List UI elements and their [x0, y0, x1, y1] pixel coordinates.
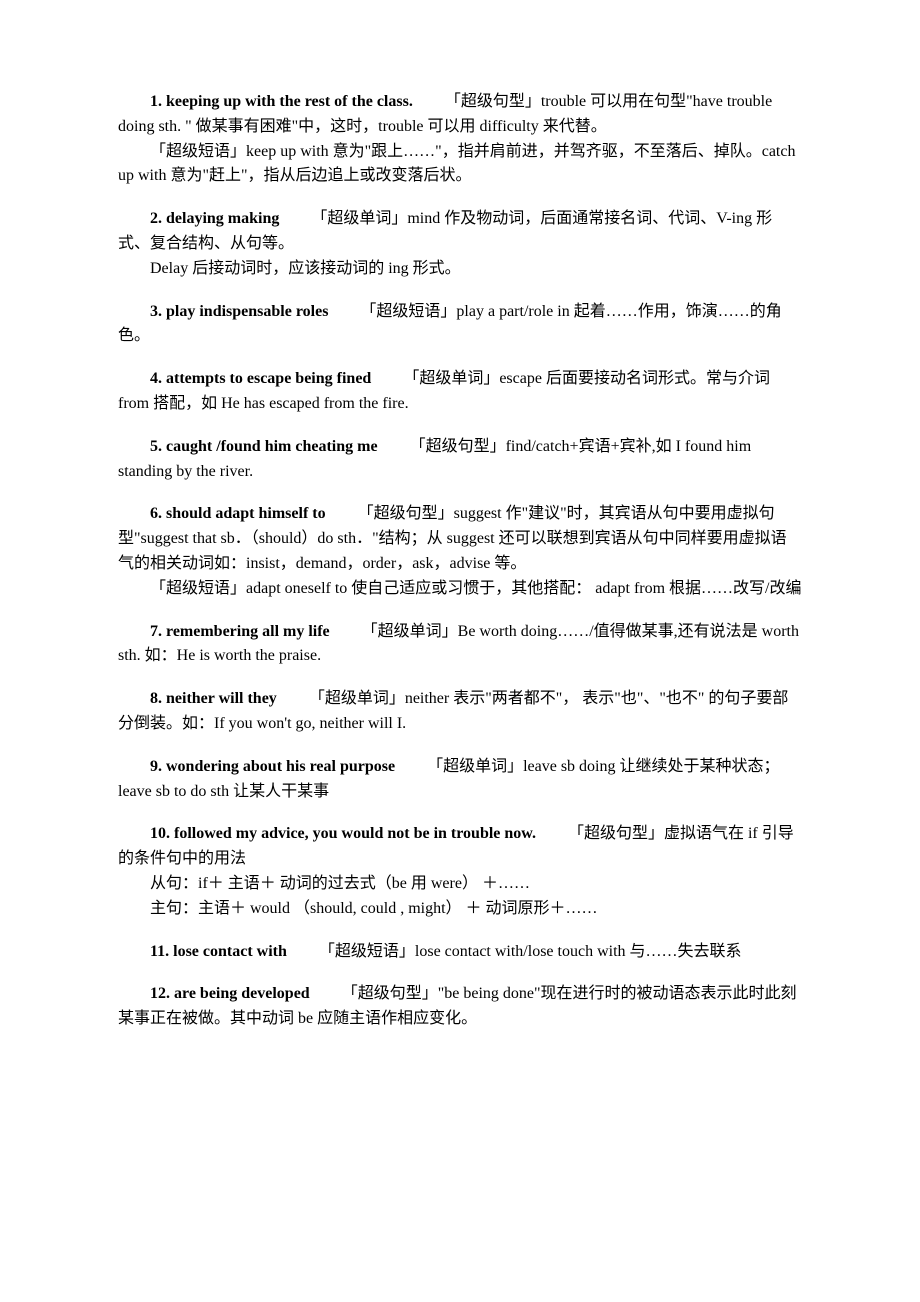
entry-number: 5.: [150, 438, 162, 455]
entry-answer: followed my advice, you would not be in …: [170, 825, 536, 842]
entry-first-line: 1. keeping up with the rest of the class…: [118, 90, 802, 140]
entry-first-line: 5. caught /found him cheating me 「超级句型」f…: [118, 435, 802, 485]
entry-number: 8.: [150, 690, 162, 707]
entry-explanation-line: 「超级短语」adapt oneself to 使自己适应或习惯于，其他搭配： a…: [118, 577, 802, 602]
entry-answer: attempts to escape being fined: [162, 370, 371, 387]
entry-explanation-line: 「超级短语」keep up with 意为"跟上……"，指并肩前进，并驾齐驱，不…: [118, 140, 802, 190]
entry-answer: delaying making: [162, 210, 279, 227]
entry-first-line: 9. wondering about his real purpose 「超级单…: [118, 755, 802, 805]
entry-first-line: 2. delaying making 「超级单词」mind 作及物动词，后面通常…: [118, 207, 802, 257]
entry-answer: lose contact with: [169, 943, 287, 960]
entry-first-line: 7. remembering all my life 「超级单词」Be wort…: [118, 620, 802, 670]
entry-first-line: 12. are being developed 「超级句型」"be being …: [118, 982, 802, 1032]
entry-3: 3. play indispensable roles 「超级短语」play a…: [118, 300, 802, 350]
entry-first-line: 4. attempts to escape being fined 「超级单词」…: [118, 367, 802, 417]
entry-8: 8. neither will they 「超级单词」neither 表示"两者…: [118, 687, 802, 737]
entry-number: 3.: [150, 303, 162, 320]
entry-5: 5. caught /found him cheating me 「超级句型」f…: [118, 435, 802, 485]
entry-answer: are being developed: [170, 985, 310, 1002]
entry-number: 1.: [150, 93, 162, 110]
entry-11: 11. lose contact with 「超级短语」lose contact…: [118, 940, 802, 965]
entry-first-line: 3. play indispensable roles 「超级短语」play a…: [118, 300, 802, 350]
entry-4: 4. attempts to escape being fined 「超级单词」…: [118, 367, 802, 417]
entry-answer: remembering all my life: [162, 623, 330, 640]
entry-answer: should adapt himself to: [162, 505, 326, 522]
entry-7: 7. remembering all my life 「超级单词」Be wort…: [118, 620, 802, 670]
entry-number: 6.: [150, 505, 162, 522]
entry-answer: caught /found him cheating me: [162, 438, 378, 455]
entry-answer: keeping up with the rest of the class.: [162, 93, 413, 110]
entry-6: 6. should adapt himself to 「超级句型」suggest…: [118, 502, 802, 601]
document-page: 1. keeping up with the rest of the class…: [0, 0, 920, 1110]
entry-first-line: 8. neither will they 「超级单词」neither 表示"两者…: [118, 687, 802, 737]
entry-10: 10. followed my advice, you would not be…: [118, 822, 802, 921]
entry-explanation-line: 主句：主语＋ would （should, could , might） ＋ 动…: [118, 897, 802, 922]
entry-answer: neither will they: [162, 690, 277, 707]
entry-number: 2.: [150, 210, 162, 227]
entry-answer: play indispensable roles: [162, 303, 328, 320]
entry-number: 9.: [150, 758, 162, 775]
entry-number: 4.: [150, 370, 162, 387]
entry-number: 11.: [150, 943, 169, 960]
entry-number: 7.: [150, 623, 162, 640]
entry-explanation: 「超级短语」lose contact with/lose touch with …: [319, 943, 742, 960]
entry-first-line: 11. lose contact with 「超级短语」lose contact…: [118, 940, 802, 965]
entry-2: 2. delaying making 「超级单词」mind 作及物动词，后面通常…: [118, 207, 802, 281]
entry-first-line: 6. should adapt himself to 「超级句型」suggest…: [118, 502, 802, 576]
entries-container: 1. keeping up with the rest of the class…: [118, 90, 802, 1032]
entry-explanation-line: Delay 后接动词时，应该接动词的 ing 形式。: [118, 257, 802, 282]
entry-12: 12. are being developed 「超级句型」"be being …: [118, 982, 802, 1032]
entry-first-line: 10. followed my advice, you would not be…: [118, 822, 802, 872]
entry-number: 12.: [150, 985, 170, 1002]
entry-explanation-line: 从句：if＋ 主语＋ 动词的过去式（be 用 were） ＋……: [118, 872, 802, 897]
entry-1: 1. keeping up with the rest of the class…: [118, 90, 802, 189]
entry-answer: wondering about his real purpose: [162, 758, 395, 775]
entry-9: 9. wondering about his real purpose 「超级单…: [118, 755, 802, 805]
entry-number: 10.: [150, 825, 170, 842]
